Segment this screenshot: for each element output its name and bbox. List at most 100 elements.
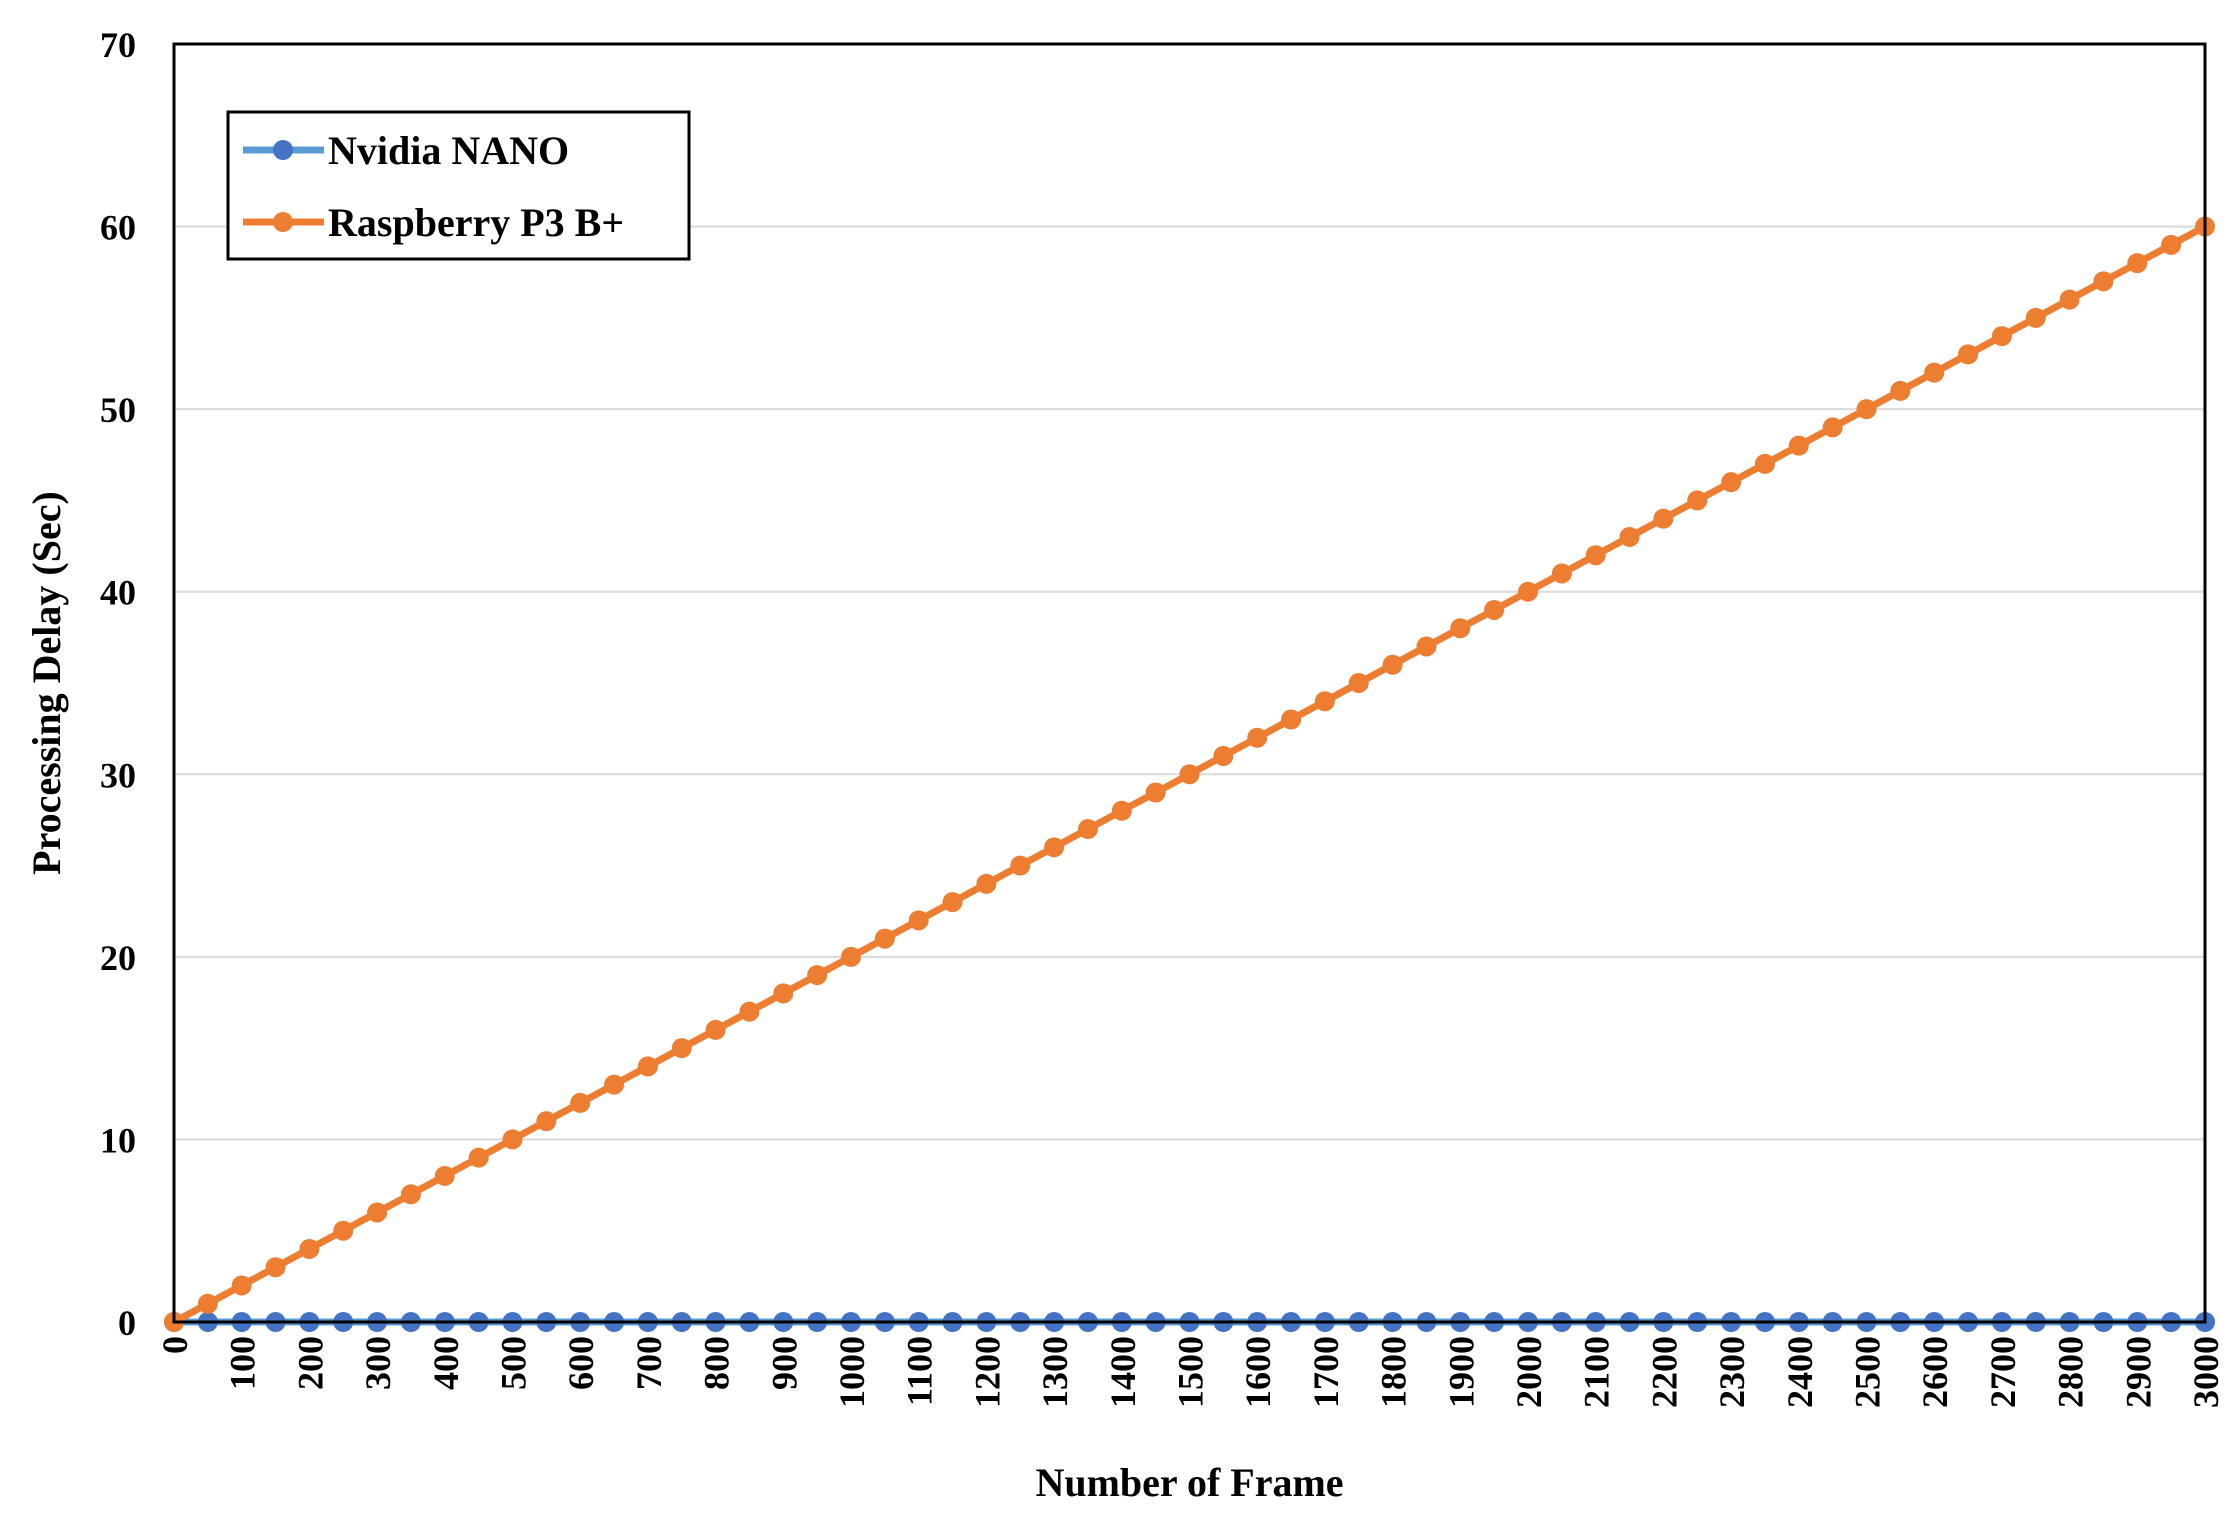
plot-area-frame: [172, 42, 2207, 1324]
data-point-raspberry-p3-b-plus-1000: [841, 946, 861, 967]
x-tick-label-400: 400: [426, 1336, 466, 1390]
legend-box: [226, 110, 691, 261]
data-point-raspberry-p3-b-plus-450: [468, 1147, 489, 1168]
data-point-raspberry-p3-b-plus-1400: [1111, 800, 1132, 821]
data-point-raspberry-p3-b-plus-2950: [2161, 234, 2182, 255]
data-point-raspberry-p3-b-plus-150: [265, 1257, 286, 1278]
x-tick-label-2800: 2800: [2051, 1336, 2091, 1408]
data-point-raspberry-p3-b-plus-2700: [1991, 326, 2012, 347]
data-point-raspberry-p3-b-plus-2550: [1890, 380, 1911, 401]
data-point-raspberry-p3-b-plus-1500: [1179, 764, 1200, 785]
x-tick-label-2600: 2600: [1915, 1336, 1955, 1408]
data-point-raspberry-p3-b-plus-1650: [1281, 709, 1302, 730]
data-point-raspberry-p3-b-plus-2800: [2059, 289, 2080, 310]
x-tick-label-2400: 2400: [1780, 1336, 1820, 1408]
y-tick-label-50: 50: [100, 390, 136, 430]
x-axis-ticks: 0 100 200 300 400 500 600 700 800 900 1000 1100 1200…: [155, 1336, 2226, 1408]
x-tick-label-2500: 2500: [1848, 1336, 1888, 1408]
data-point-raspberry-p3-b-plus-2350: [1754, 453, 1775, 474]
data-point-raspberry-p3-b-plus-1350: [1077, 819, 1098, 840]
x-axis-title: Number of Frame: [1035, 1460, 1343, 1505]
data-point-raspberry-p3-b-plus-750: [671, 1038, 692, 1059]
x-tick-label-2300: 2300: [1712, 1336, 1752, 1408]
data-point-raspberry-p3-b-plus-2850: [2093, 271, 2114, 292]
x-tick-label-1800: 1800: [1374, 1336, 1414, 1408]
x-tick-label-1200: 1200: [967, 1336, 1007, 1408]
x-tick-label-1100: 1100: [900, 1336, 940, 1406]
x-tick-label-2100: 2100: [1577, 1336, 1617, 1408]
x-tick-label-900: 900: [764, 1336, 804, 1390]
data-point-raspberry-p3-b-plus-1450: [1145, 782, 1166, 803]
data-point-raspberry-p3-b-plus-2150: [1619, 526, 1640, 547]
y-tick-label-70: 70: [100, 25, 136, 65]
data-point-raspberry-p3-b-plus-1250: [1010, 855, 1031, 876]
data-point-raspberry-p3-b-plus-600: [570, 1092, 591, 1113]
y-tick-label-40: 40: [100, 573, 136, 613]
data-point-raspberry-p3-b-plus-500: [502, 1129, 523, 1150]
x-tick-label-1900: 1900: [1441, 1336, 1481, 1408]
x-tick-label-2000: 2000: [1509, 1336, 1549, 1408]
series-raspberry-p3-b-plus: [164, 216, 2215, 1332]
x-tick-label-1000: 1000: [832, 1336, 872, 1408]
y-tick-label-60: 60: [100, 208, 136, 248]
data-point-raspberry-p3-b-plus-200: [299, 1238, 320, 1259]
legend-marker-raspberry-p3-b-plus: [273, 212, 293, 232]
x-tick-label-100: 100: [223, 1336, 263, 1390]
data-point-raspberry-p3-b-plus-2100: [1585, 545, 1606, 566]
data-point-raspberry-p3-b-plus-2200: [1653, 508, 1674, 529]
data-point-raspberry-p3-b-plus-1300: [1044, 837, 1065, 858]
data-point-raspberry-p3-b-plus-1700: [1314, 691, 1335, 712]
data-point-raspberry-p3-b-plus-2900: [2127, 253, 2148, 274]
data-point-raspberry-p3-b-plus-400: [434, 1165, 455, 1186]
legend: Nvidia NANO Raspberry P3 B+: [226, 110, 691, 261]
data-point-raspberry-p3-b-plus-2600: [1924, 362, 1945, 383]
data-point-raspberry-p3-b-plus-1550: [1213, 746, 1234, 767]
data-point-raspberry-p3-b-plus-1150: [942, 892, 963, 913]
x-tick-label-1400: 1400: [1103, 1336, 1143, 1408]
data-point-raspberry-p3-b-plus-1850: [1416, 636, 1437, 657]
y-axis-ticks: 0 10 20 30 40 50 60 70: [100, 25, 136, 1343]
x-tick-label-1300: 1300: [1035, 1336, 1075, 1408]
data-point-raspberry-p3-b-plus-950: [807, 965, 828, 986]
data-point-raspberry-p3-b-plus-1050: [874, 928, 895, 949]
data-point-raspberry-p3-b-plus-2000: [1518, 581, 1538, 602]
data-point-raspberry-p3-b-plus-1600: [1247, 727, 1268, 748]
y-axis-title: Processing Delay (Sec): [24, 491, 69, 875]
y-tick-label-0: 0: [118, 1303, 136, 1343]
data-point-raspberry-p3-b-plus-2650: [1958, 344, 1979, 365]
data-point-raspberry-p3-b-plus-1800: [1382, 654, 1403, 675]
data-point-raspberry-p3-b-plus-100: [231, 1275, 252, 1296]
data-point-raspberry-p3-b-plus-800: [705, 1019, 726, 1040]
x-tick-label-2200: 2200: [1644, 1336, 1684, 1408]
data-point-raspberry-p3-b-plus-650: [604, 1074, 625, 1095]
data-point-raspberry-p3-b-plus-2250: [1687, 490, 1708, 511]
x-tick-label-800: 800: [697, 1336, 737, 1390]
data-point-raspberry-p3-b-plus-1750: [1348, 673, 1369, 693]
data-point-raspberry-p3-b-plus-700: [637, 1056, 658, 1077]
x-tick-label-1500: 1500: [1171, 1336, 1211, 1408]
x-tick-label-1700: 1700: [1306, 1336, 1346, 1408]
legend-marker-nvidia-nano: [273, 140, 293, 160]
data-point-raspberry-p3-b-plus-2050: [1551, 563, 1572, 584]
x-tick-label-500: 500: [494, 1336, 534, 1390]
x-tick-label-300: 300: [358, 1336, 398, 1390]
x-tick-label-700: 700: [629, 1336, 669, 1390]
x-tick-label-1600: 1600: [1238, 1336, 1278, 1408]
data-point-raspberry-p3-b-plus-2400: [1788, 435, 1809, 456]
data-point-raspberry-p3-b-plus-1200: [976, 873, 997, 894]
legend-label-raspberry-p3-b-plus: Raspberry P3 B+: [328, 200, 624, 245]
data-point-raspberry-p3-b-plus-2450: [1822, 417, 1843, 438]
data-point-raspberry-p3-b-plus-300: [367, 1202, 388, 1223]
data-point-raspberry-p3-b-plus-1100: [908, 910, 929, 931]
data-point-raspberry-p3-b-plus-250: [333, 1220, 354, 1241]
y-tick-label-30: 30: [100, 755, 136, 795]
series-layer: [164, 216, 2215, 1332]
x-tick-label-0: 0: [155, 1336, 195, 1354]
x-tick-label-600: 600: [561, 1336, 601, 1390]
x-tick-label-2900: 2900: [2118, 1336, 2158, 1408]
y-tick-label-10: 10: [100, 1120, 136, 1160]
data-point-raspberry-p3-b-plus-2300: [1721, 472, 1742, 493]
data-point-raspberry-p3-b-plus-850: [739, 1001, 760, 1022]
data-point-raspberry-p3-b-plus-1900: [1450, 618, 1471, 639]
